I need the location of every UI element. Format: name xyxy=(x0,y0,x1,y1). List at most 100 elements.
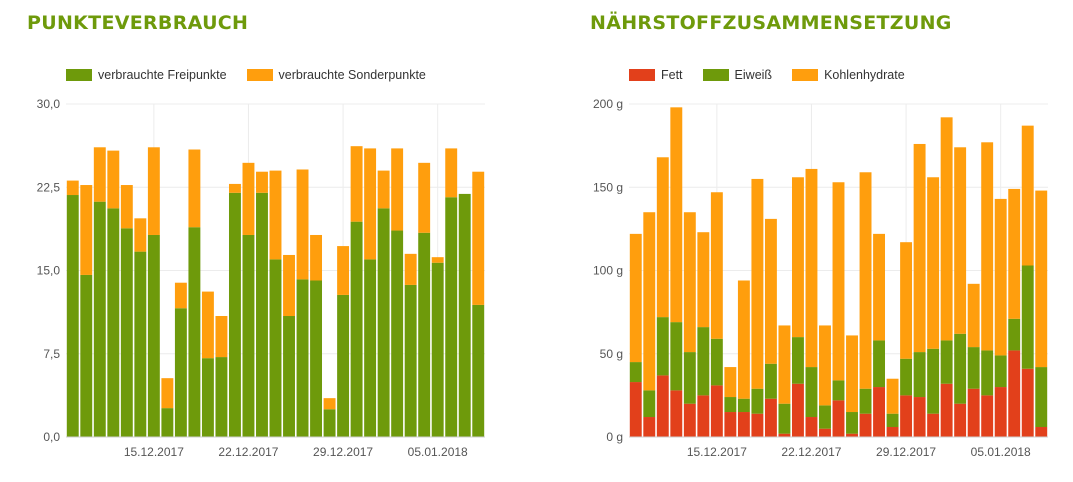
bar-segment xyxy=(350,221,363,437)
bar-segment xyxy=(174,282,187,309)
legend-swatch xyxy=(246,69,273,81)
y-tick-label: 0 g xyxy=(606,430,623,444)
x-tick-label: 22.12.2017 xyxy=(781,445,841,459)
bar-segment xyxy=(256,192,268,437)
bar-segment xyxy=(656,317,669,376)
chart-legend: verbrauchte Freipunkte verbrauchte Sonde… xyxy=(66,68,446,82)
bar-segment xyxy=(643,417,656,437)
bar-segment xyxy=(161,378,174,409)
x-tick-label: 15.12.2017 xyxy=(687,445,747,459)
bar-segment xyxy=(404,253,417,285)
bar-segment xyxy=(697,232,710,328)
bar-segment xyxy=(805,367,818,418)
bar-segment xyxy=(859,388,872,414)
bar-segment xyxy=(323,398,336,410)
bar-segment xyxy=(296,169,309,280)
bar-segment xyxy=(751,388,764,414)
legend-item-eiweiss[interactable]: Eiweiß xyxy=(702,68,773,82)
bar-segment xyxy=(832,182,845,381)
bar-segment xyxy=(886,378,899,414)
nutrients-chart-panel: NÄHRSTOFFZUSAMMENSETZUNG Fett Eiweiß Koh… xyxy=(536,0,1073,482)
bar-segment xyxy=(337,294,350,437)
points-bar-chart: 0,0 7,5 15,0 22,5 30,0 15.12.2017 22.12.2017 29… xyxy=(37,97,485,459)
bar-segment xyxy=(296,279,309,437)
bar-segment xyxy=(981,395,994,437)
legend-swatch xyxy=(66,69,92,81)
bar-segment xyxy=(940,117,953,341)
y-tick-label: 22,5 xyxy=(37,180,61,194)
bar-segment xyxy=(1035,427,1048,437)
bar-segment xyxy=(927,413,940,437)
bar-segment xyxy=(629,382,642,437)
legend-label: Eiweiß xyxy=(734,68,773,82)
bar-segment xyxy=(954,333,967,404)
bar-segment xyxy=(1021,265,1034,369)
bar-segment xyxy=(697,395,710,437)
bar-segment xyxy=(242,162,255,235)
bar-segment xyxy=(1008,350,1021,437)
bar-segment xyxy=(458,193,471,437)
bar-segment xyxy=(66,180,79,196)
bar-segment xyxy=(283,316,295,437)
bar-segment xyxy=(350,146,363,222)
bar-segment xyxy=(886,413,899,428)
bar-segment xyxy=(201,358,214,437)
y-tick-label: 150 g xyxy=(593,180,623,194)
bar-segment xyxy=(269,259,282,437)
bar-segment xyxy=(967,347,980,389)
bar-segment xyxy=(134,218,147,252)
bar-segment xyxy=(859,172,872,389)
x-tick-label: 22.12.2017 xyxy=(218,445,278,459)
bar-segment xyxy=(120,228,133,437)
legend-item-kohlenhydrate[interactable]: Kohlenhydrate xyxy=(792,68,905,82)
bar-segment xyxy=(629,362,642,383)
bar-segment xyxy=(1021,125,1034,266)
legend-label: Fett xyxy=(661,68,683,82)
bar-segment xyxy=(120,185,133,229)
bar-segment xyxy=(1021,368,1034,437)
legend-item-fett[interactable]: Fett xyxy=(629,68,683,82)
bar-segment xyxy=(629,233,642,363)
y-tick-label: 0,0 xyxy=(43,430,60,444)
bar-segment xyxy=(846,412,858,434)
bar-segment xyxy=(283,254,295,317)
bar-segment xyxy=(913,352,926,398)
bar-segment xyxy=(819,325,831,406)
legend-swatch xyxy=(792,69,819,81)
bar-segment xyxy=(161,408,174,437)
legend-item-freipunkte[interactable]: verbrauchte Freipunkte xyxy=(66,68,227,82)
bar-segment xyxy=(791,177,804,338)
legend-swatch xyxy=(629,69,655,81)
bar-segment xyxy=(900,242,913,359)
bar-segment xyxy=(643,390,656,418)
bar-segment xyxy=(1008,318,1021,351)
bar-segment xyxy=(846,433,858,437)
bar-segment xyxy=(656,157,669,318)
bar-segment xyxy=(994,198,1007,356)
bar-segment xyxy=(256,171,268,193)
legend-label: Kohlenhydrate xyxy=(824,68,905,82)
bar-segment xyxy=(215,316,228,358)
y-tick-label: 50 g xyxy=(600,347,623,361)
legend-item-sonderpunkte[interactable]: verbrauchte Sonderpunkte xyxy=(246,68,426,82)
bar-segment xyxy=(93,147,106,202)
bar-segment xyxy=(710,338,723,386)
bar-segment xyxy=(927,348,940,414)
bar-segment xyxy=(1008,188,1021,319)
bar-segment xyxy=(228,192,241,437)
bar-segment xyxy=(873,387,886,437)
bar-segment xyxy=(683,403,696,437)
bar-segment xyxy=(981,142,994,351)
bar-segment xyxy=(737,412,750,437)
bar-segment xyxy=(737,398,750,413)
y-tick-label: 30,0 xyxy=(37,97,61,111)
bar-segment xyxy=(764,218,777,364)
bar-segment xyxy=(670,390,683,437)
bar-segment xyxy=(377,170,390,209)
bar-segment xyxy=(445,148,458,198)
bar-segment xyxy=(445,197,458,437)
bar-segment xyxy=(147,147,160,235)
bar-segment xyxy=(201,291,214,359)
bar-segment xyxy=(724,412,737,437)
bar-segment xyxy=(954,147,967,334)
